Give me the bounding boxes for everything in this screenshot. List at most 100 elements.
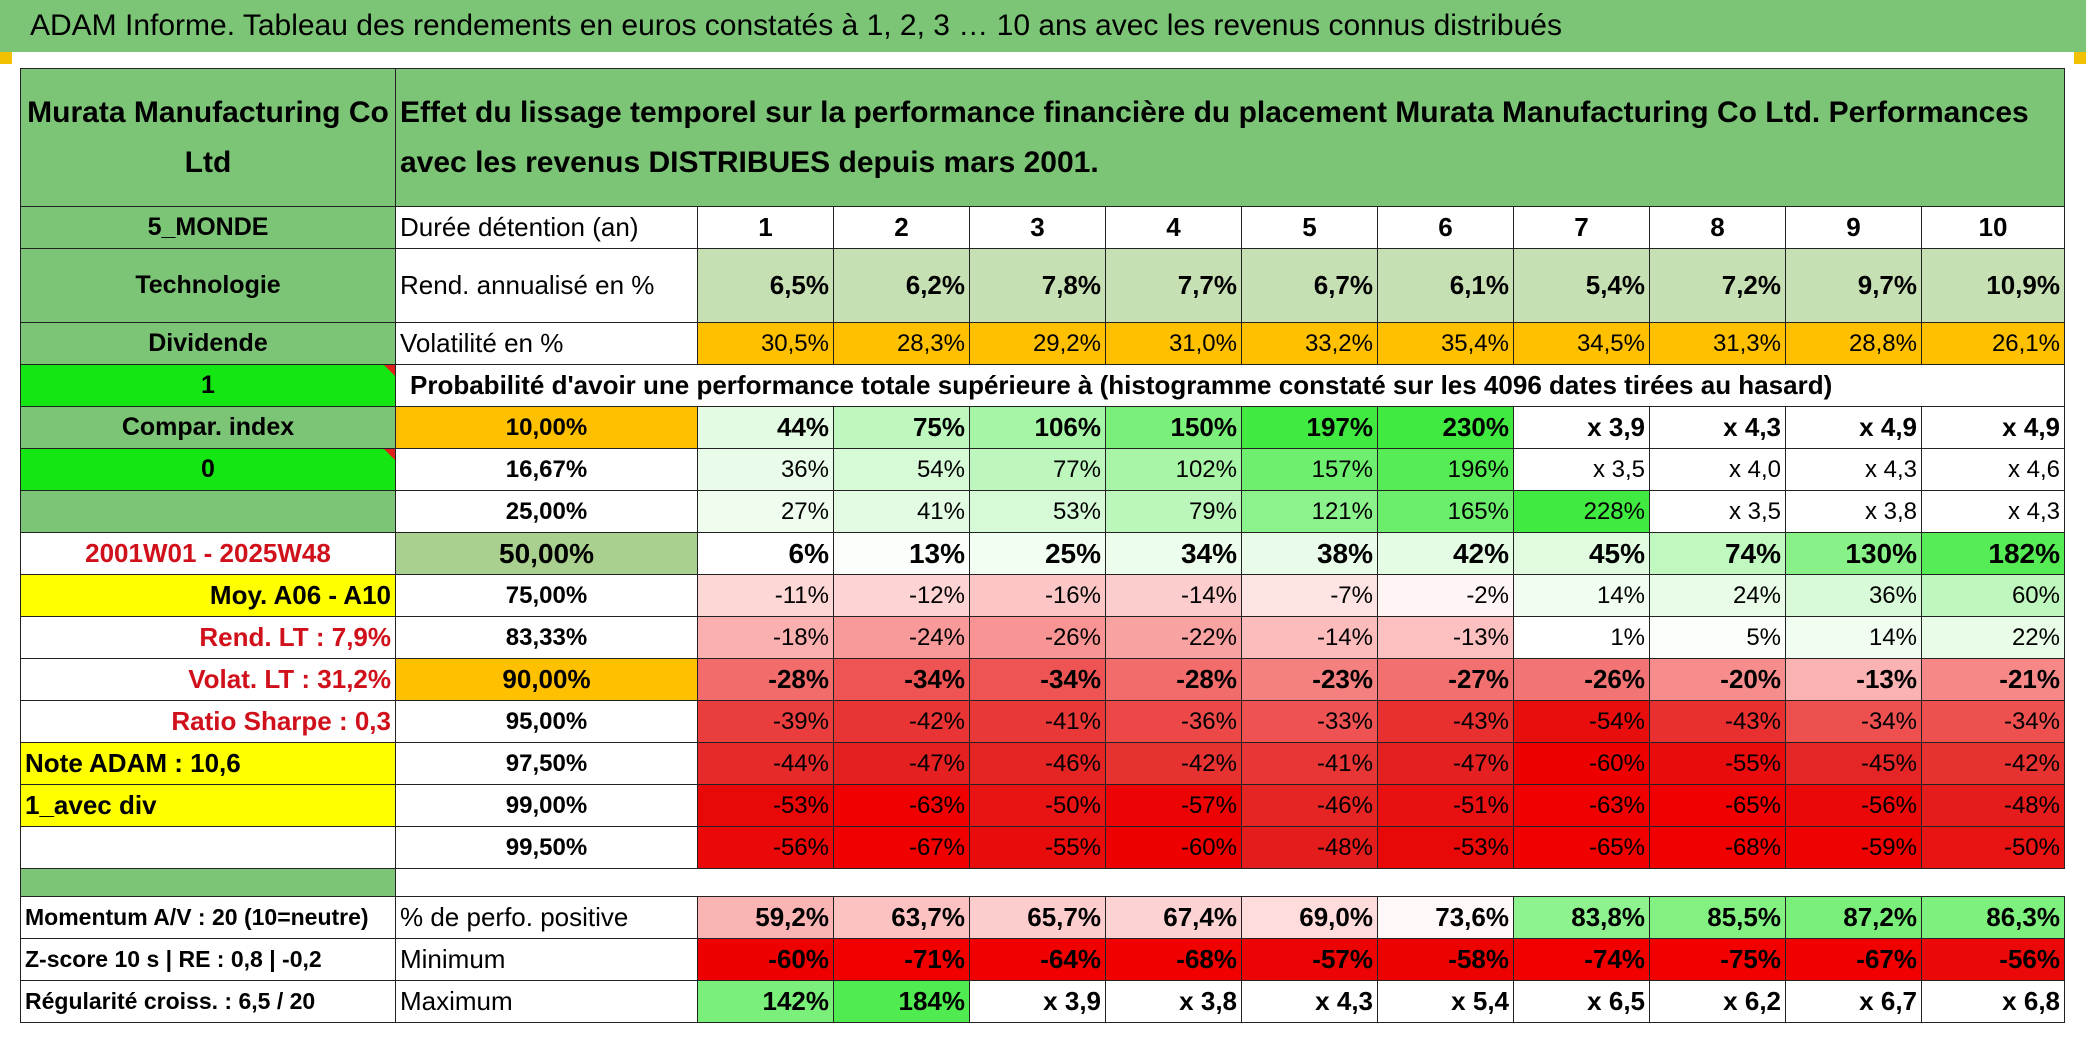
quantile-value-cell: 106% (969, 406, 1106, 449)
quantile-label: 95,00% (395, 700, 698, 743)
quantile-value-cell: 45% (1513, 532, 1650, 575)
quantile-value-cell: 5% (1649, 616, 1786, 659)
quantile-label: 75,00% (395, 574, 698, 617)
performance-table: Murata Manufacturing Co Ltd Effet du lis… (20, 68, 2065, 1023)
rend-value-cell: 5,4% (1513, 248, 1650, 323)
quantile-value-cell: -42% (1921, 742, 2065, 785)
description: Effet du lissage temporel sur la perform… (395, 68, 2065, 207)
quantile-value-cell: 60% (1921, 574, 2065, 617)
quantile-row-9: 1_avec div 99,00% -53% -63% -50% -57% -46% -5… (20, 784, 2065, 827)
quantile-value-cell: -41% (1241, 742, 1378, 785)
quantile-value-cell: 228% (1513, 490, 1650, 533)
empty-label-cell (20, 826, 396, 869)
quantile-value-cell: 102% (1105, 448, 1242, 491)
minimum-value-cell: -58% (1377, 938, 1514, 981)
quantile-value-cell: 165% (1377, 490, 1514, 533)
quantile-row-0: Compar. index 10,00% 44% 75% 106% 150% 197% 2… (20, 406, 2065, 449)
quantile-value-cell: -43% (1649, 700, 1786, 743)
quantile-value-cell: -22% (1105, 616, 1242, 659)
quantile-value-cell: -7% (1241, 574, 1378, 617)
quantile-value-cell: 36% (697, 448, 834, 491)
zone-label: 5_MONDE (20, 206, 396, 249)
quantile-value-cell: -45% (1785, 742, 1922, 785)
quantile-value-cell: -13% (1785, 658, 1922, 701)
quantile-value-cell: 53% (969, 490, 1106, 533)
quantile-value-cell: -43% (1377, 700, 1514, 743)
quantile-value-cell: x 4,6 (1921, 448, 2065, 491)
quantile-value-cell: 54% (833, 448, 970, 491)
quantile-value-cell: -11% (697, 574, 834, 617)
compar-index-label: Compar. index (20, 406, 396, 449)
quantile-value-cell: -34% (833, 658, 970, 701)
positive-value-cell: 59,2% (697, 896, 834, 939)
quantile-value-cell: -56% (697, 826, 834, 869)
quantile-label: 99,50% (395, 826, 698, 869)
quantile-value-cell: -39% (697, 700, 834, 743)
quantile-value-cell: -16% (969, 574, 1106, 617)
flag-one: 1 (20, 364, 396, 407)
quantile-value-cell: x 4,9 (1785, 406, 1922, 449)
year-header-cell: 3 (969, 206, 1106, 249)
minimum-value-cell: -68% (1105, 938, 1242, 981)
rend-value-cell: 9,7% (1785, 248, 1922, 323)
rend-value-cell: 6,1% (1377, 248, 1514, 323)
vol-value-cell: 28,3% (833, 322, 970, 365)
maximum-value-cell: 142% (697, 980, 834, 1023)
year-header-cell: 9 (1785, 206, 1922, 249)
quantile-value-cell: x 3,9 (1513, 406, 1650, 449)
quantile-label: 99,00% (395, 784, 698, 827)
positive-value-cell: 69,0% (1241, 896, 1378, 939)
quantile-value-cell: -34% (969, 658, 1106, 701)
quantile-value-cell: -33% (1241, 700, 1378, 743)
quantile-value-cell: 130% (1785, 532, 1922, 575)
quantile-row-6: Volat. LT : 31,2% 90,00% -28% -34% -34% -28… (20, 658, 2065, 701)
quantile-value-cell: -14% (1241, 616, 1378, 659)
quantile-row-5: Rend. LT : 7,9% 83,33% -18% -24% -26% -22% -… (20, 616, 2065, 659)
quantile-value-cell: 13% (833, 532, 970, 575)
quantile-value-cell: -26% (969, 616, 1106, 659)
minimum-value-cell: -67% (1785, 938, 1922, 981)
quantile-value-cell: -63% (833, 784, 970, 827)
quantile-value-cell: -12% (833, 574, 970, 617)
quantile-value-cell: 38% (1241, 532, 1378, 575)
quantile-label: 10,00% (395, 406, 698, 449)
positive-value-cell: 67,4% (1105, 896, 1242, 939)
quantile-value-cell: 24% (1649, 574, 1786, 617)
quantile-value-cell: -2% (1377, 574, 1514, 617)
quantile-value-cell: 36% (1785, 574, 1922, 617)
quantile-value-cell: -42% (833, 700, 970, 743)
quantile-value-cell: 6% (697, 532, 834, 575)
maximum-value-cell: 184% (833, 980, 970, 1023)
positive-value-cell: 63,7% (833, 896, 970, 939)
vol-value-cell: 35,4% (1377, 322, 1514, 365)
quantile-value-cell: -60% (1105, 826, 1242, 869)
quantile-label: 97,50% (395, 742, 698, 785)
sharpe-label: Ratio Sharpe : 0,3 (20, 700, 396, 743)
quantile-value-cell: 44% (697, 406, 834, 449)
quantile-value-cell: 182% (1921, 532, 2065, 575)
quantile-value-cell: -55% (1649, 742, 1786, 785)
quantile-value-cell: 41% (833, 490, 970, 533)
quantile-value-cell: -18% (697, 616, 834, 659)
spacer-green (20, 868, 396, 897)
quantile-value-cell: 25% (969, 532, 1106, 575)
rend-value-cell: 10,9% (1921, 248, 2065, 323)
quantile-value-cell: -28% (697, 658, 834, 701)
quantile-value-cell: 14% (1785, 616, 1922, 659)
moy-label: Moy. A06 - A10 (20, 574, 396, 617)
year-header-cell: 4 (1105, 206, 1242, 249)
rend-value-cell: 6,7% (1241, 248, 1378, 323)
vol-value-cell: 26,1% (1921, 322, 2065, 365)
quantile-value-cell: 77% (969, 448, 1106, 491)
quantile-value-cell: -26% (1513, 658, 1650, 701)
quantile-value-cell: -42% (1105, 742, 1242, 785)
maximum-value-cell: x 6,7 (1785, 980, 1922, 1023)
quantile-value-cell: -14% (1105, 574, 1242, 617)
quantile-value-cell: -20% (1649, 658, 1786, 701)
year-header-cell: 1 (697, 206, 834, 249)
quantile-row-2: 25,00% 27% 41% 53% 79% 121% 165% 228% x 3,5 x 3,… (20, 490, 2065, 533)
rend-value-cell: 7,8% (969, 248, 1106, 323)
quantile-value-cell: -54% (1513, 700, 1650, 743)
rend-lt-label: Rend. LT : 7,9% (20, 616, 396, 659)
flag-zero: 0 (20, 448, 396, 491)
